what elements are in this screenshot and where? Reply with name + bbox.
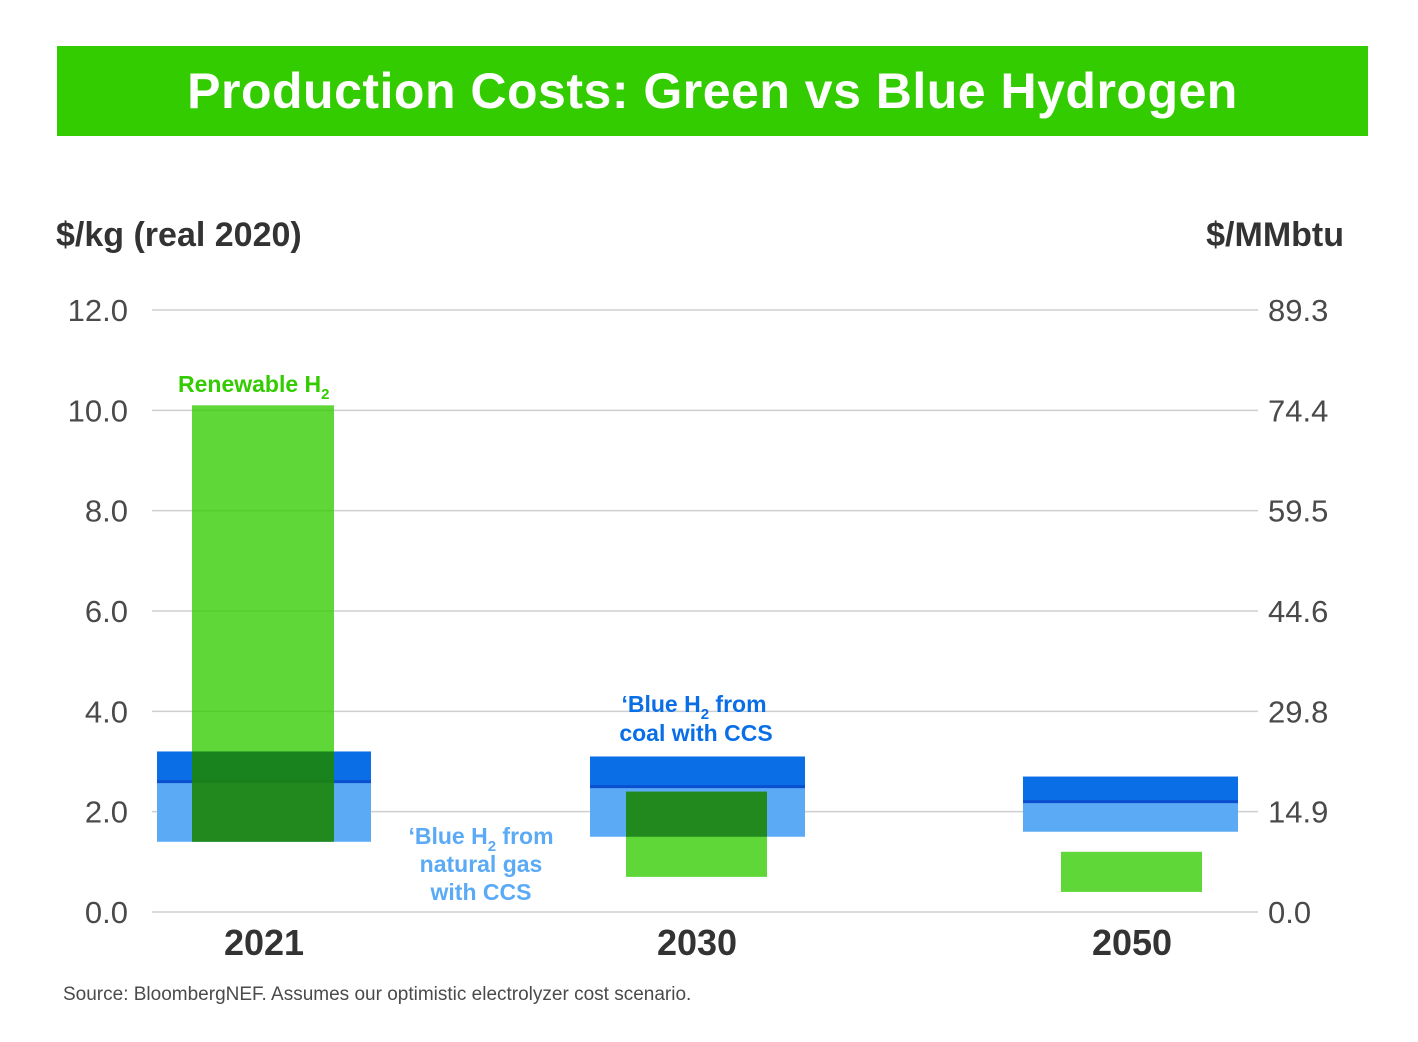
- right-tick-label: 89.3: [1268, 293, 1328, 328]
- range-bars: [157, 405, 1238, 892]
- category-labels: 2021 2030 2050: [224, 922, 1172, 963]
- bar-renewable-2050: [1061, 851, 1202, 892]
- right-tick-label: 44.6: [1268, 594, 1328, 629]
- left-tick-label: 2.0: [85, 795, 128, 830]
- chart-title: Production Costs: Green vs Blue Hydrogen: [187, 63, 1238, 119]
- right-axis-ticks: 0.0 14.9 29.8 44.6 59.5 74.4 89.3: [1268, 293, 1328, 930]
- category-label-2050: 2050: [1092, 922, 1172, 963]
- gas-series-label-line3: with CCS: [430, 879, 532, 905]
- right-tick-label: 0.0: [1268, 895, 1311, 930]
- gas-series-label-line1: ‘Blue H2 from: [408, 823, 553, 855]
- title-banner: Production Costs: Green vs Blue Hydrogen: [57, 46, 1368, 136]
- overlap-band-2021: [192, 751, 334, 842]
- renewable-series-label: Renewable H2: [178, 371, 330, 403]
- category-label-2021: 2021: [224, 922, 304, 963]
- right-tick-label: 59.5: [1268, 494, 1328, 529]
- left-tick-label: 12.0: [68, 293, 128, 328]
- right-tick-label: 74.4: [1268, 393, 1328, 428]
- left-axis-ticks: 0.0 2.0 4.0 6.0 8.0 10.0 12.0: [68, 293, 128, 930]
- bar-blue-coal-2030: [590, 756, 805, 787]
- left-tick-label: 8.0: [85, 494, 128, 529]
- left-tick-label: 10.0: [68, 393, 128, 428]
- coal-series-label-line2: coal with CCS: [619, 720, 772, 746]
- overlap-band-2030: [626, 791, 767, 837]
- right-axis-unit: $/MMbtu: [1206, 216, 1344, 254]
- right-tick-label: 14.9: [1268, 795, 1328, 830]
- gas-series-label-line2: natural gas: [420, 851, 543, 877]
- left-tick-label: 6.0: [85, 594, 128, 629]
- coal-series-label-line1: ‘Blue H2 from: [621, 691, 766, 723]
- left-tick-label: 0.0: [85, 895, 128, 930]
- right-tick-label: 29.8: [1268, 694, 1328, 729]
- bar-blue-coal-2050: [1023, 776, 1238, 802]
- left-axis-unit: $/kg (real 2020): [56, 216, 302, 254]
- cost-range-chart: 0.0 2.0 4.0 6.0 8.0 10.0 12.0 0.0 14.9 29.8 44.6 5…: [68, 293, 1329, 963]
- left-tick-label: 4.0: [85, 694, 128, 729]
- source-note: Source: BloombergNEF. Assumes our optimi…: [63, 984, 692, 1005]
- category-label-2030: 2030: [657, 922, 737, 963]
